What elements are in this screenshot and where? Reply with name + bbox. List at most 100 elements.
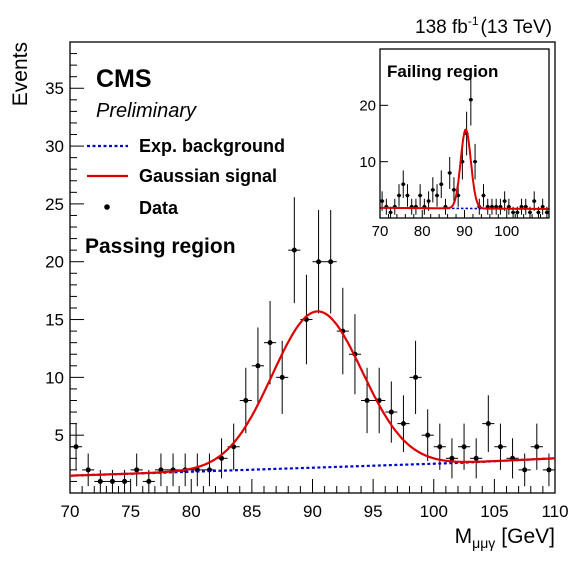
data-point [468,73,473,126]
data-point [397,395,410,452]
data-point [421,409,434,462]
data-marker [447,171,452,175]
data-point [191,453,204,487]
x-tick-label: 95 [364,502,383,521]
main-signal-curve [69,310,556,477]
data-marker [400,421,406,427]
data-marker [109,478,115,484]
x-tick-label: 80 [414,223,431,240]
y-tick-label: 25 [45,195,64,214]
x-tick-label: 100 [420,502,448,521]
data-marker [449,455,455,461]
data-point [445,438,458,479]
data-marker [364,397,370,403]
x-axis-title: Mμμγ [GeV] [455,525,555,551]
data-point [494,423,507,470]
x-tick-label: 90 [303,502,322,521]
y-axis-title: Events [9,42,32,106]
data-point [540,198,545,215]
legend-signal-label: Gaussian signal [139,166,277,186]
data-marker [507,204,511,209]
data-marker [473,455,479,461]
data-marker [540,204,545,209]
legend-data-symbol [104,204,110,210]
data-marker [522,467,528,473]
data-point [481,184,486,207]
data-marker [219,455,225,461]
x-tick-label: 100 [494,223,519,240]
data-marker [473,159,477,164]
data-point [361,367,374,434]
data-marker [97,478,103,484]
data-marker [134,467,140,473]
data-marker [515,210,520,215]
data-marker [485,421,491,427]
data-marker [73,444,79,450]
data-marker [85,467,91,473]
data-point [498,198,503,215]
y-tick-label: 20 [359,98,376,115]
data-point [439,170,444,198]
lumi-label: 138 fb-1 (13 TeV) [415,14,552,38]
data-marker [388,409,394,415]
data-point [506,438,519,479]
data-marker [439,182,444,186]
data-marker [502,199,507,203]
data-marker [418,193,422,198]
data-marker [291,247,297,253]
inset-y-axis: 10 20 [359,98,388,171]
data-marker [425,432,431,438]
data-point [239,367,252,434]
data-point [519,198,524,215]
data-marker [426,199,431,203]
data-marker [469,97,473,102]
data-point [154,453,167,487]
data-point [373,367,386,434]
data-marker [523,204,528,209]
data-marker [328,259,334,265]
data-marker [316,259,322,265]
data-point [312,210,325,314]
data-point [94,469,107,493]
y-tick-label: 10 [45,368,64,387]
preliminary-label: Preliminary [96,100,197,122]
data-marker [461,444,467,450]
data-marker [511,210,515,215]
data-marker [243,397,249,403]
data-point [506,198,511,215]
data-marker [267,340,273,346]
y-tick-label: 20 [45,253,64,272]
data-point [532,191,537,211]
data-marker [498,204,503,209]
data-marker [435,193,439,198]
data-point [451,177,457,203]
x-tick-label: 90 [456,223,473,240]
data-point [130,453,143,487]
x-tick-label: 105 [480,502,508,521]
data-point [409,340,422,414]
data-point [396,184,402,207]
main-x-axis: 70 75 80 85 90 95 100 105 110 [61,479,569,521]
passing-region-label: Passing region [85,235,236,258]
data-point [433,423,446,470]
data-point [251,327,264,405]
data-marker [546,467,552,473]
data-marker [545,210,549,215]
data-point [434,184,440,207]
data-point [430,177,435,203]
y-tick-label: 10 [359,154,376,171]
data-marker [279,374,285,380]
data-marker [431,188,435,192]
data-point [264,300,277,385]
data-point [288,197,301,304]
data-point [482,395,495,452]
main-y-axis: 5 10 15 20 25 30 35 [45,41,84,494]
data-point [418,184,423,207]
data-marker [255,363,261,369]
data-marker [405,193,410,198]
x-tick-label: 70 [372,223,389,240]
y-tick-label: 5 [55,426,64,445]
data-marker [437,444,443,450]
data-marker [534,444,540,450]
failing-region-label: Failing region [387,62,498,81]
